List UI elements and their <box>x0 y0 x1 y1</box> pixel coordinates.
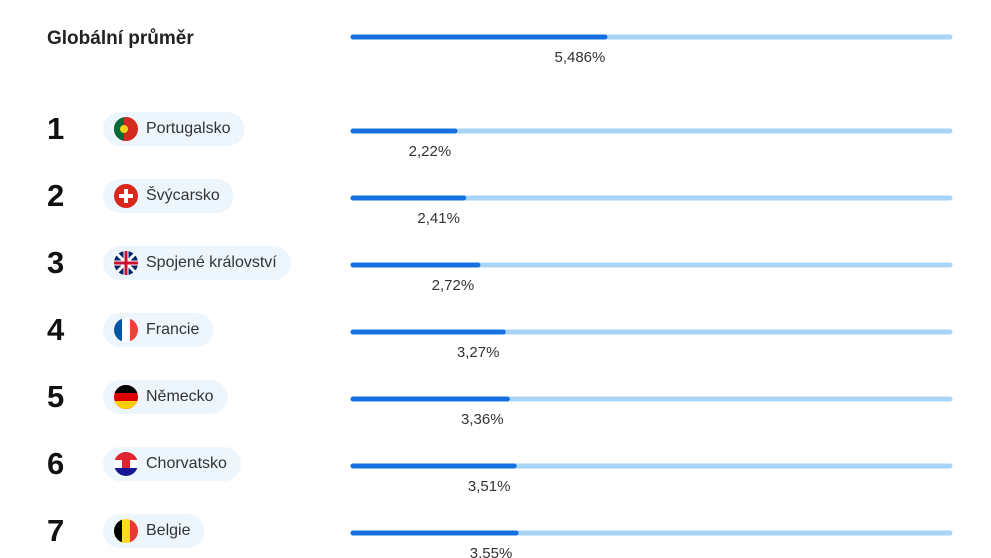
flag-icon <box>114 184 138 208</box>
value-label: 3,51% <box>468 478 511 495</box>
flag <box>114 318 122 342</box>
flag-icon <box>114 251 138 275</box>
category-label: Portugalsko <box>146 120 231 137</box>
flag <box>122 460 130 468</box>
flag <box>130 519 138 543</box>
rank: 3 <box>47 245 64 280</box>
flag-icon <box>114 117 138 141</box>
flag <box>130 318 138 342</box>
value-label: 2,72% <box>432 277 475 294</box>
rank: 6 <box>47 446 64 481</box>
flag-icon <box>114 519 138 543</box>
value-label: 2,41% <box>417 210 460 227</box>
rank: 5 <box>47 379 64 414</box>
overall-label: Globální průměr <box>47 28 194 49</box>
flag <box>114 117 124 141</box>
flag-icon <box>114 318 138 342</box>
flag-icon <box>114 452 138 476</box>
flag <box>114 468 138 476</box>
category-pill <box>103 179 234 213</box>
category-label: Německo <box>146 388 214 405</box>
category-pill <box>103 246 291 280</box>
flag <box>120 125 128 133</box>
category-label: Francie <box>146 321 199 338</box>
flag <box>114 401 138 409</box>
flag <box>114 251 138 275</box>
category-label: Spojené království <box>146 254 277 271</box>
value-label: 3,55% <box>470 545 513 558</box>
category-label: Švýcarsko <box>146 185 220 204</box>
flag-icon <box>114 385 138 409</box>
rank: 4 <box>47 312 65 347</box>
category-pill <box>103 112 245 146</box>
flag <box>114 385 138 393</box>
rank: 2 <box>47 178 64 213</box>
category-label: Chorvatsko <box>146 455 227 472</box>
rank: 7 <box>47 513 64 548</box>
value-label: 3,27% <box>457 344 500 361</box>
value-label: 2,22% <box>409 143 452 160</box>
category-pill <box>103 447 241 481</box>
flag <box>119 189 133 203</box>
flag <box>114 519 122 543</box>
category-label: Belgie <box>146 522 191 539</box>
rank: 1 <box>47 111 64 146</box>
flag <box>114 452 138 460</box>
value-label: 5,486% <box>554 49 605 66</box>
value-label: 3,36% <box>461 411 504 428</box>
